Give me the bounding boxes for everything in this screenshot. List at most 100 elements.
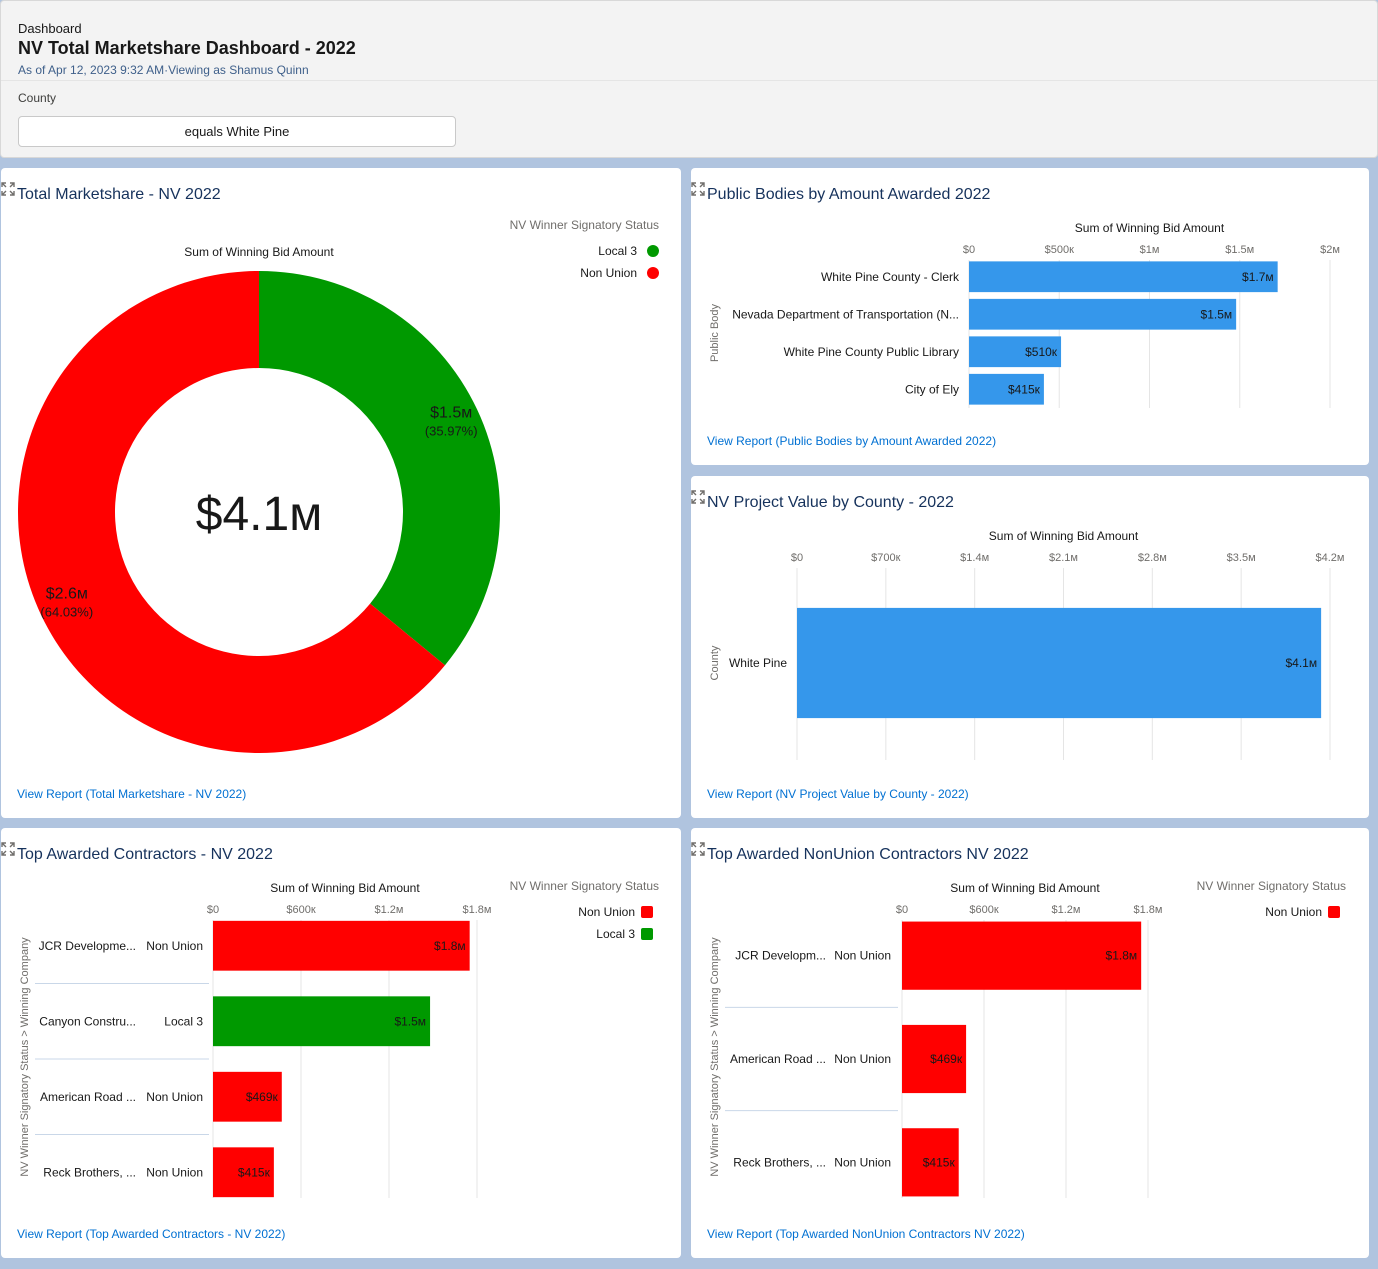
x-tick-label: $4.2м bbox=[1316, 552, 1345, 564]
legend-label: Non Union bbox=[578, 905, 635, 919]
legend-swatch bbox=[641, 928, 653, 940]
y-axis-title: NV Winner Signatory Status > Winning Com… bbox=[19, 937, 31, 1177]
card-title: NV Project Value by County - 2022 bbox=[707, 494, 954, 511]
card-total-marketshare: Total Marketshare - NV 2022 Sum of Winni… bbox=[1, 168, 681, 818]
bar[interactable] bbox=[213, 996, 431, 1047]
expand-icon[interactable] bbox=[1, 182, 15, 196]
bar-value-label: $469к bbox=[930, 1052, 963, 1066]
card-title: Top Awarded NonUnion Contractors NV 2022 bbox=[707, 846, 1029, 863]
group-label: Non Union bbox=[834, 949, 891, 963]
expand-icon[interactable] bbox=[691, 182, 705, 196]
category-label: White Pine bbox=[729, 656, 787, 670]
bar[interactable] bbox=[213, 1071, 282, 1122]
x-tick-label: $3.5м bbox=[1227, 552, 1256, 564]
bar-value-label: $4.1м bbox=[1286, 656, 1318, 670]
group-label: Non Union bbox=[834, 1155, 891, 1169]
bar-value-label: $415к bbox=[1008, 382, 1041, 396]
bar-value-label: $510к bbox=[1025, 345, 1058, 359]
card-nonunion-contractors: Top Awarded NonUnion Contractors NV 2022… bbox=[691, 828, 1369, 1258]
bar[interactable] bbox=[902, 1128, 959, 1197]
legend-swatch bbox=[647, 245, 659, 257]
slice-percent-label: (64.03%) bbox=[40, 605, 93, 620]
x-tick-label: $1.4м bbox=[960, 552, 989, 564]
category-label: White Pine County - Clerk bbox=[821, 270, 960, 284]
bar-chart: Sum of Winning Bid Amount $0 $700к $1.4м $2.… bbox=[709, 529, 1345, 760]
legend-title: NV Winner Signatory Status bbox=[510, 218, 659, 232]
bar[interactable] bbox=[969, 336, 1062, 368]
y-axis-title: NV Winner Signatory Status > Winning Com… bbox=[709, 937, 721, 1177]
bar[interactable] bbox=[902, 921, 1142, 990]
x-tick-label: $1.2м bbox=[375, 904, 404, 916]
breadcrumb[interactable]: Dashboard bbox=[18, 21, 82, 36]
bar-chart: Sum of Winning Bid Amount $0 $500к $1м $1.5м… bbox=[709, 221, 1340, 408]
expand-icon[interactable] bbox=[691, 842, 705, 856]
category-label: White Pine County Public Library bbox=[784, 345, 959, 359]
slice-value-label: $1.5м bbox=[430, 404, 472, 421]
bar-value-label: $1.8м bbox=[434, 939, 466, 953]
legend-label: Non Union bbox=[580, 266, 637, 280]
donut-slice[interactable] bbox=[259, 271, 501, 666]
legend-swatch bbox=[641, 906, 653, 918]
category-label: American Road ... bbox=[730, 1052, 826, 1066]
donut-total-label: $4.1м bbox=[196, 488, 322, 541]
slice-percent-label: (35.97%) bbox=[425, 423, 478, 438]
x-axis-title: Sum of Winning Bid Amount bbox=[989, 529, 1139, 543]
view-report-link[interactable]: View Report (Total Marketshare - NV 2022… bbox=[17, 787, 247, 801]
bar-value-label: $415к bbox=[238, 1165, 271, 1179]
category-label: JCR Developme... bbox=[39, 939, 136, 953]
bar[interactable] bbox=[902, 1024, 967, 1094]
y-axis-title: County bbox=[709, 645, 721, 680]
x-axis-title: Sum of Winning Bid Amount bbox=[950, 881, 1100, 895]
donut-slice[interactable] bbox=[18, 270, 445, 753]
x-tick-label: $700к bbox=[871, 552, 900, 564]
group-label: Non Union bbox=[146, 939, 203, 953]
x-tick-label: $0 bbox=[207, 904, 219, 916]
county-filter-button[interactable]: equals White Pine bbox=[18, 116, 456, 147]
bar-value-label: $1.5м bbox=[1201, 307, 1233, 321]
x-tick-label: $0 bbox=[963, 244, 975, 256]
x-axis-title: Sum of Winning Bid Amount bbox=[270, 881, 420, 895]
bar[interactable] bbox=[969, 298, 1237, 330]
expand-icon[interactable] bbox=[691, 490, 705, 504]
bar[interactable] bbox=[213, 920, 470, 971]
legend-label: Local 3 bbox=[598, 244, 637, 258]
view-report-link[interactable]: View Report (Top Awarded Contractors - N… bbox=[17, 1227, 286, 1241]
view-report-link[interactable]: View Report (NV Project Value by County … bbox=[707, 787, 969, 801]
card-title: Public Bodies by Amount Awarded 2022 bbox=[707, 186, 991, 203]
group-label: Non Union bbox=[834, 1052, 891, 1066]
x-axis-title: Sum of Winning Bid Amount bbox=[1075, 221, 1225, 235]
x-tick-label: $500к bbox=[1045, 244, 1074, 256]
bar[interactable] bbox=[969, 373, 1044, 405]
bar-value-label: $1.8м bbox=[1106, 949, 1138, 963]
filter-label: County bbox=[18, 91, 57, 105]
legend-label: Local 3 bbox=[596, 927, 635, 941]
y-axis-title: Public Body bbox=[709, 303, 721, 362]
card-title: Top Awarded Contractors - NV 2022 bbox=[17, 846, 273, 863]
bar[interactable] bbox=[969, 261, 1278, 293]
x-tick-label: $1.2м bbox=[1052, 904, 1081, 916]
legend-swatch bbox=[1328, 906, 1340, 918]
category-label: Reck Brothers, ... bbox=[733, 1155, 826, 1169]
card-public-bodies: Public Bodies by Amount Awarded 2022 Sum… bbox=[691, 168, 1369, 465]
x-tick-label: $1м bbox=[1140, 244, 1160, 256]
x-tick-label: $0 bbox=[791, 552, 803, 564]
expand-icon[interactable] bbox=[1, 842, 15, 856]
group-label: Non Union bbox=[146, 1165, 203, 1179]
bar[interactable] bbox=[213, 1147, 274, 1198]
bar[interactable] bbox=[797, 607, 1322, 719]
card-title: Total Marketshare - NV 2022 bbox=[17, 186, 221, 203]
dashboard-subtitle: As of Apr 12, 2023 9:32 AM·Viewing as Sh… bbox=[18, 63, 309, 77]
category-label: American Road ... bbox=[40, 1090, 136, 1104]
bar-value-label: $415к bbox=[923, 1155, 956, 1169]
x-tick-label: $600к bbox=[286, 904, 315, 916]
legend-label: Non Union bbox=[1265, 905, 1322, 919]
view-report-link[interactable]: View Report (Public Bodies by Amount Awa… bbox=[707, 434, 997, 448]
bar-value-label: $1.5м bbox=[394, 1014, 426, 1028]
group-label: Non Union bbox=[146, 1090, 203, 1104]
view-report-link[interactable]: View Report (Top Awarded NonUnion Contra… bbox=[707, 1227, 1025, 1241]
x-tick-label: $2.8м bbox=[1138, 552, 1167, 564]
x-tick-label: $2.1м bbox=[1049, 552, 1078, 564]
page-title: NV Total Marketshare Dashboard - 2022 bbox=[18, 38, 356, 58]
bar-value-label: $1.7м bbox=[1242, 270, 1274, 284]
x-tick-label: $1.8м bbox=[463, 904, 492, 916]
